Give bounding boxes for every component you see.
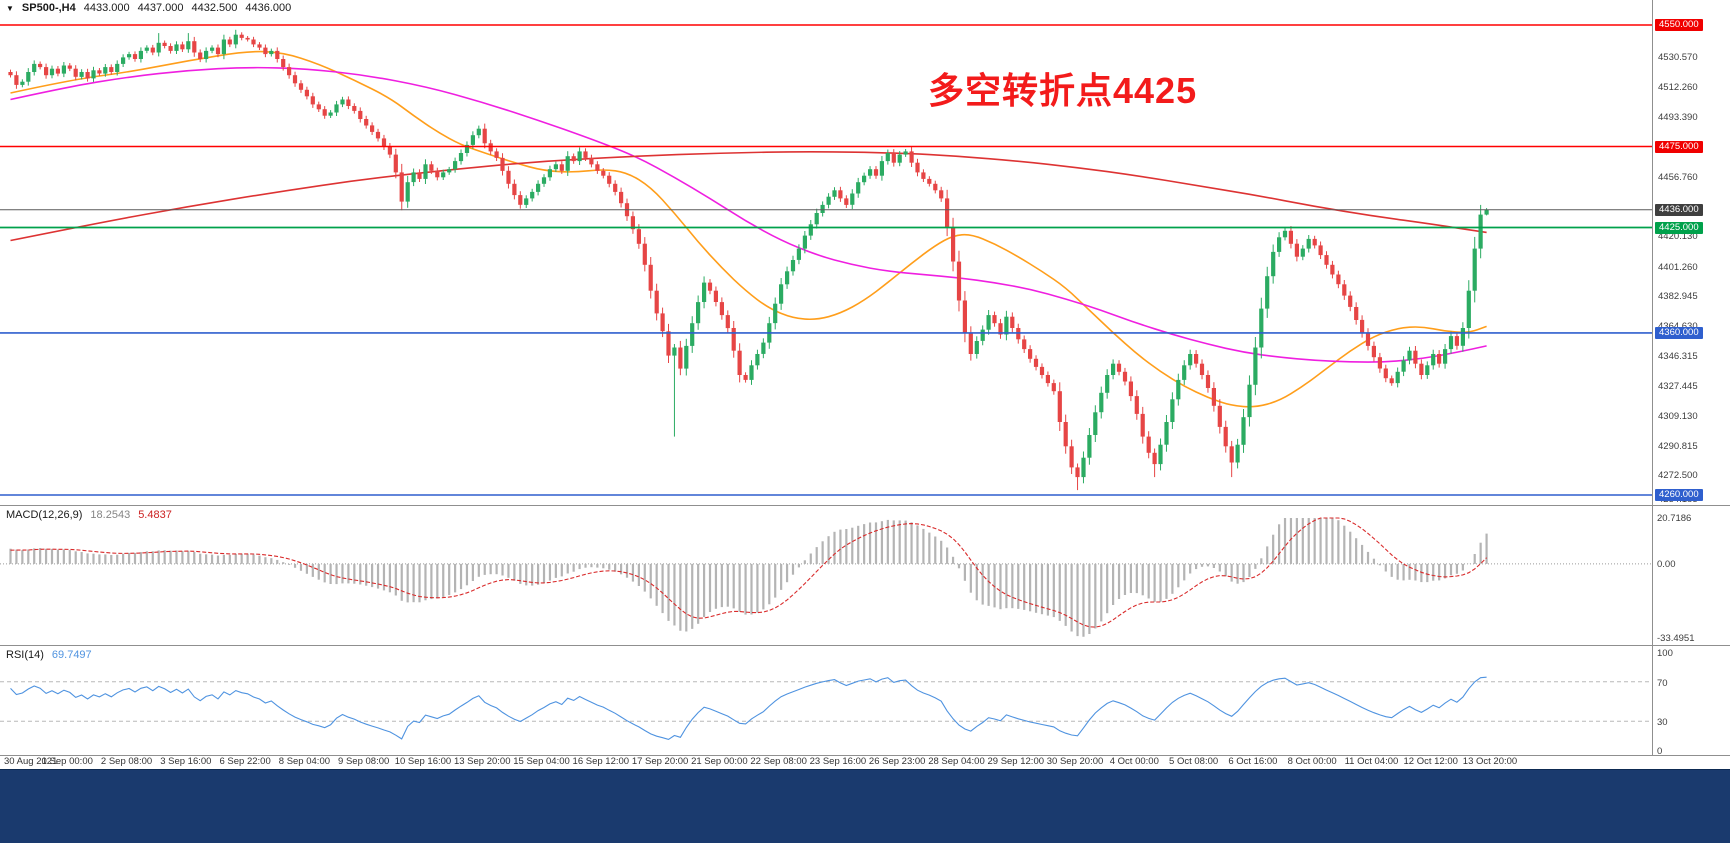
price-scale-label: 4290.815 <box>1658 440 1698 452</box>
time-axis-label: 8 Sep 04:00 <box>278 756 331 767</box>
macd-axis-min: -33.4951 <box>1657 633 1695 644</box>
rsi-label: RSI(14) <box>6 649 44 661</box>
time-axis-label: 16 Sep 12:00 <box>572 756 630 767</box>
time-axis-label: 23 Sep 16:00 <box>809 756 867 767</box>
time-axis-label: 17 Sep 20:00 <box>631 756 689 767</box>
price-scale-label: 4364.630 <box>1658 321 1698 332</box>
ma-line-slow-red <box>10 151 1487 242</box>
price-scale-label: 4401.260 <box>1658 261 1698 273</box>
price-badge: 4550.000 <box>1655 18 1703 31</box>
horizontal-price-lines[interactable] <box>0 24 1652 496</box>
time-axis-label: 13 Oct 20:00 <box>1462 756 1518 767</box>
time-axis-label: 6 Sep 22:00 <box>219 756 271 767</box>
axis-border-line <box>1652 0 1653 755</box>
time-axis-separator <box>0 755 1730 756</box>
macd-axis-max: 20.7186 <box>1657 513 1692 524</box>
price-scale-label: 4382.945 <box>1658 291 1698 303</box>
moving-averages <box>10 50 1487 408</box>
time-axis-label: 21 Sep 00:00 <box>691 756 748 767</box>
macd-axis-zero: 0.00 <box>1657 559 1676 570</box>
price-scale-label: 4456.760 <box>1658 171 1698 183</box>
ohlc-low-value: 4432.500 <box>191 2 238 14</box>
panel-splitter-rsi[interactable] <box>0 645 1730 646</box>
time-axis-label: 8 Oct 00:00 <box>1287 756 1337 767</box>
candlesticks <box>8 29 1489 491</box>
chart-menu-triangle-icon[interactable]: ▼ <box>6 3 14 13</box>
macd-main-value: 18.2543 <box>90 509 131 521</box>
price-badge: 4436.000 <box>1655 203 1703 216</box>
price-badge: 4260.000 <box>1655 488 1703 501</box>
macd-header: MACD(12,26,9) 18.2543 5.4837 <box>6 509 172 521</box>
time-axis-label: 29 Sep 12:00 <box>987 756 1045 767</box>
rsi-line <box>10 676 1487 740</box>
time-axis-label: 30 Sep 20:00 <box>1046 756 1104 767</box>
price-chart-plot[interactable] <box>0 0 1652 505</box>
ohlc-high-value: 4437.000 <box>137 2 184 14</box>
time-axis-label: 10 Sep 16:00 <box>394 756 452 767</box>
time-axis-label: 28 Sep 04:00 <box>928 756 985 767</box>
rsi-header: RSI(14) 69.7497 <box>6 649 92 661</box>
price-scale-label: 4420.130 <box>1658 230 1698 242</box>
macd-plot[interactable] <box>0 505 1652 645</box>
annotation-text: 多空转折点4425 <box>928 70 1198 111</box>
time-axis-label: 15 Sep 04:00 <box>513 756 570 767</box>
time-axis-label: 4 Oct 00:00 <box>1109 756 1159 767</box>
ohlc-open-value: 4433.000 <box>83 2 130 14</box>
time-axis-label: 5 Oct 08:00 <box>1169 756 1219 767</box>
price-scale-label: 4327.445 <box>1658 381 1698 393</box>
time-axis-label: 26 Sep 23:00 <box>868 756 926 767</box>
rsi-value: 69.7497 <box>51 649 92 661</box>
price-badge: 4360.000 <box>1655 326 1703 339</box>
price-badge: 4475.000 <box>1655 140 1703 153</box>
panel-splitter-macd[interactable] <box>0 505 1730 506</box>
time-axis-label: 6 Oct 16:00 <box>1228 756 1278 767</box>
rsi-axis-100: 100 <box>1657 648 1673 659</box>
ma-line-mid-magenta <box>10 66 1487 363</box>
price-axis: 4530.570 4512.260 4493.390 4456.760 4420.130… <box>1653 0 1730 755</box>
time-axis-label: 13 Sep 20:00 <box>453 756 511 767</box>
macd-signal-value: 5.4837 <box>138 509 172 521</box>
rsi-axis-0: 0 <box>1657 746 1663 757</box>
time-axis-label: 1 Sep 00:00 <box>41 756 93 767</box>
macd-signal-line <box>10 517 1487 628</box>
ohlc-close-value: 4436.000 <box>245 2 292 14</box>
macd-label: MACD(12,26,9) <box>6 509 83 521</box>
price-scale-label: 4272.500 <box>1658 470 1698 482</box>
time-axis-label: 22 Sep 08:00 <box>750 756 807 767</box>
price-scale-label: 4493.390 <box>1658 112 1698 124</box>
price-scale-label: 4309.130 <box>1658 410 1698 422</box>
time-axis-label: 11 Oct 04:00 <box>1344 756 1399 767</box>
time-axis-label: 12 Oct 12:00 <box>1403 756 1458 767</box>
rsi-axis-70: 70 <box>1657 678 1668 689</box>
rsi-plot[interactable] <box>0 645 1652 755</box>
symbol-period-label: SP500-,H4 <box>21 2 76 14</box>
price-badge: 4425.000 <box>1655 221 1703 234</box>
ma-line-fast-orange <box>10 50 1487 408</box>
price-scale-label: 4512.260 <box>1658 81 1698 93</box>
chart-ohlc-header: ▼ SP500-,H4 4433.000 4437.000 4432.500 4… <box>6 2 291 14</box>
macd-histogram <box>9 518 1488 637</box>
price-scale-label: 4346.315 <box>1658 350 1698 362</box>
bottom-panel <box>0 769 1730 843</box>
time-axis-label: 30 Aug 2021 <box>4 756 58 767</box>
time-axis-label: 9 Sep 08:00 <box>338 756 390 767</box>
time-axis-label: 3 Sep 16:00 <box>160 756 212 767</box>
time-axis: 30 Aug 2021 1 Sep 00:00 2 Sep 08:00 3 Sep 1… <box>0 756 1652 769</box>
rsi-axis-30: 30 <box>1657 717 1668 728</box>
price-scale-label: 4530.570 <box>1658 51 1698 63</box>
time-axis-label: 2 Sep 08:00 <box>100 756 153 767</box>
